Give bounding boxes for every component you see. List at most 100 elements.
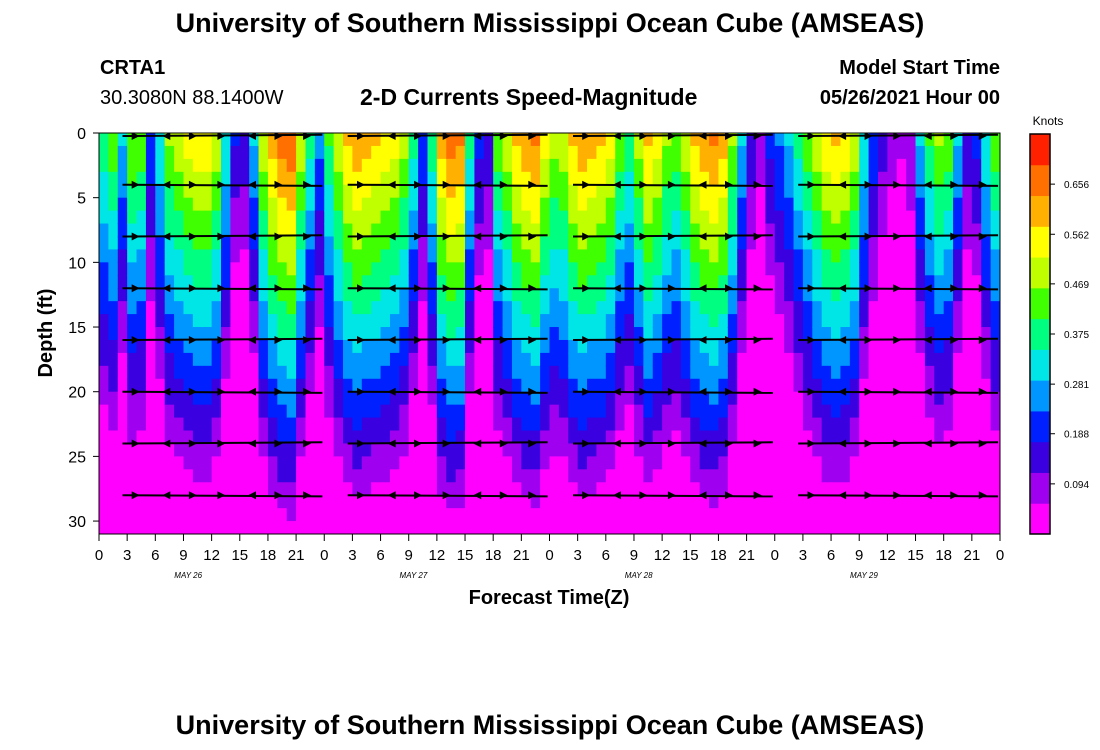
heatmap-cell bbox=[802, 145, 813, 160]
heatmap-cell bbox=[352, 352, 363, 367]
heatmap-cell bbox=[859, 508, 870, 522]
heatmap-cell bbox=[408, 417, 419, 432]
heatmap-cell bbox=[155, 495, 166, 509]
heatmap-cell bbox=[427, 275, 438, 289]
heatmap-cell bbox=[511, 301, 522, 315]
heatmap-cell bbox=[953, 495, 964, 509]
heatmap-cell bbox=[718, 223, 729, 238]
heatmap-cell bbox=[436, 158, 447, 173]
heatmap-cell bbox=[615, 249, 626, 263]
heatmap-cell bbox=[343, 327, 354, 341]
heatmap-cell bbox=[877, 495, 888, 509]
heatmap-cell bbox=[896, 495, 907, 509]
heatmap-cell bbox=[136, 184, 147, 199]
heatmap-cell bbox=[183, 469, 194, 483]
heatmap-cell bbox=[174, 378, 185, 393]
heatmap-cell bbox=[746, 262, 757, 276]
heatmap-cell bbox=[699, 301, 710, 315]
heatmap-cell bbox=[549, 378, 560, 393]
vector-arrowhead bbox=[864, 284, 873, 293]
heatmap-cell bbox=[802, 391, 813, 406]
heatmap-cell bbox=[343, 249, 354, 263]
vector-arrowhead bbox=[639, 133, 648, 140]
heatmap-cell bbox=[568, 456, 579, 470]
heatmap-cell bbox=[953, 288, 964, 302]
heatmap-cell bbox=[145, 249, 156, 263]
heatmap-cell bbox=[802, 469, 813, 483]
heatmap-cell bbox=[615, 456, 626, 470]
heatmap-cell bbox=[718, 275, 729, 289]
heatmap-cell bbox=[953, 365, 964, 380]
heatmap-cell bbox=[277, 171, 288, 186]
heatmap-cell bbox=[953, 275, 964, 289]
heatmap-cell bbox=[164, 145, 175, 160]
heatmap-cell bbox=[521, 508, 532, 522]
heatmap-cell bbox=[896, 391, 907, 406]
heatmap-cell bbox=[737, 469, 748, 483]
heatmap-cell bbox=[427, 314, 438, 328]
heatmap-cell bbox=[192, 352, 203, 367]
heatmap-cell bbox=[849, 145, 860, 160]
heatmap-cell bbox=[915, 288, 926, 302]
vector-arrowhead bbox=[893, 133, 902, 140]
heatmap-cell bbox=[887, 275, 898, 289]
y-tick-label: 30 bbox=[68, 514, 86, 531]
heatmap-cell bbox=[371, 171, 382, 186]
heatmap-cell bbox=[389, 404, 400, 419]
heatmap-cell bbox=[709, 404, 720, 419]
x-tick-label: 0 bbox=[320, 547, 328, 564]
heatmap-cell bbox=[399, 443, 410, 457]
heatmap-cell bbox=[502, 249, 513, 263]
heatmap-cell bbox=[286, 197, 297, 212]
heatmap-cell bbox=[934, 456, 945, 470]
heatmap-cell bbox=[267, 133, 278, 147]
heatmap-cell bbox=[690, 482, 701, 496]
heatmap-cell bbox=[136, 210, 147, 225]
heatmap-cell bbox=[746, 352, 757, 367]
heatmap-cell bbox=[680, 301, 691, 315]
heatmap-cell bbox=[408, 236, 419, 251]
heatmap-cell bbox=[436, 352, 447, 367]
heatmap-cell bbox=[99, 521, 109, 534]
heatmap-cell bbox=[765, 184, 776, 199]
heatmap-cell bbox=[727, 288, 738, 302]
heatmap-cell bbox=[755, 430, 766, 445]
heatmap-cell bbox=[624, 352, 635, 367]
heatmap-cell bbox=[868, 469, 879, 483]
heatmap-cell bbox=[408, 391, 419, 406]
heatmap-cell bbox=[108, 443, 119, 457]
heatmap-cell bbox=[540, 262, 551, 276]
heatmap-cell bbox=[127, 456, 138, 470]
heatmap-cell bbox=[286, 508, 297, 522]
heatmap-cell bbox=[192, 469, 203, 483]
heatmap-cell bbox=[483, 236, 494, 251]
heatmap-cell bbox=[127, 495, 138, 509]
heatmap-cell bbox=[380, 236, 391, 251]
heatmap-cell bbox=[361, 378, 372, 393]
heatmap-cell bbox=[117, 171, 128, 186]
heatmap-cell bbox=[296, 210, 307, 225]
vector-arrowhead bbox=[698, 387, 707, 396]
heatmap-cell bbox=[145, 404, 156, 419]
x-tick-label: 6 bbox=[602, 547, 610, 564]
heatmap-cell bbox=[549, 249, 560, 263]
heatmap-cell bbox=[549, 314, 560, 328]
heatmap-cell bbox=[596, 133, 607, 147]
vector-arrowhead bbox=[442, 491, 451, 500]
heatmap-cell bbox=[239, 404, 250, 419]
heatmap-cell bbox=[286, 288, 297, 302]
heatmap-cell bbox=[399, 171, 410, 186]
heatmap-cell bbox=[849, 365, 860, 380]
x-tick-label: 9 bbox=[855, 547, 863, 564]
heatmap-cell bbox=[727, 482, 738, 496]
heatmap-cell bbox=[596, 314, 607, 328]
heatmap-cell bbox=[389, 482, 400, 496]
heatmap-cell bbox=[267, 404, 278, 419]
heatmap-cell bbox=[718, 145, 729, 160]
heatmap-cell bbox=[643, 145, 654, 160]
vector-arrowhead bbox=[162, 336, 171, 344]
heatmap-cell bbox=[615, 469, 626, 483]
heatmap-cell bbox=[408, 210, 419, 225]
heatmap-cell bbox=[399, 339, 410, 354]
heatmap-cell bbox=[521, 133, 532, 147]
